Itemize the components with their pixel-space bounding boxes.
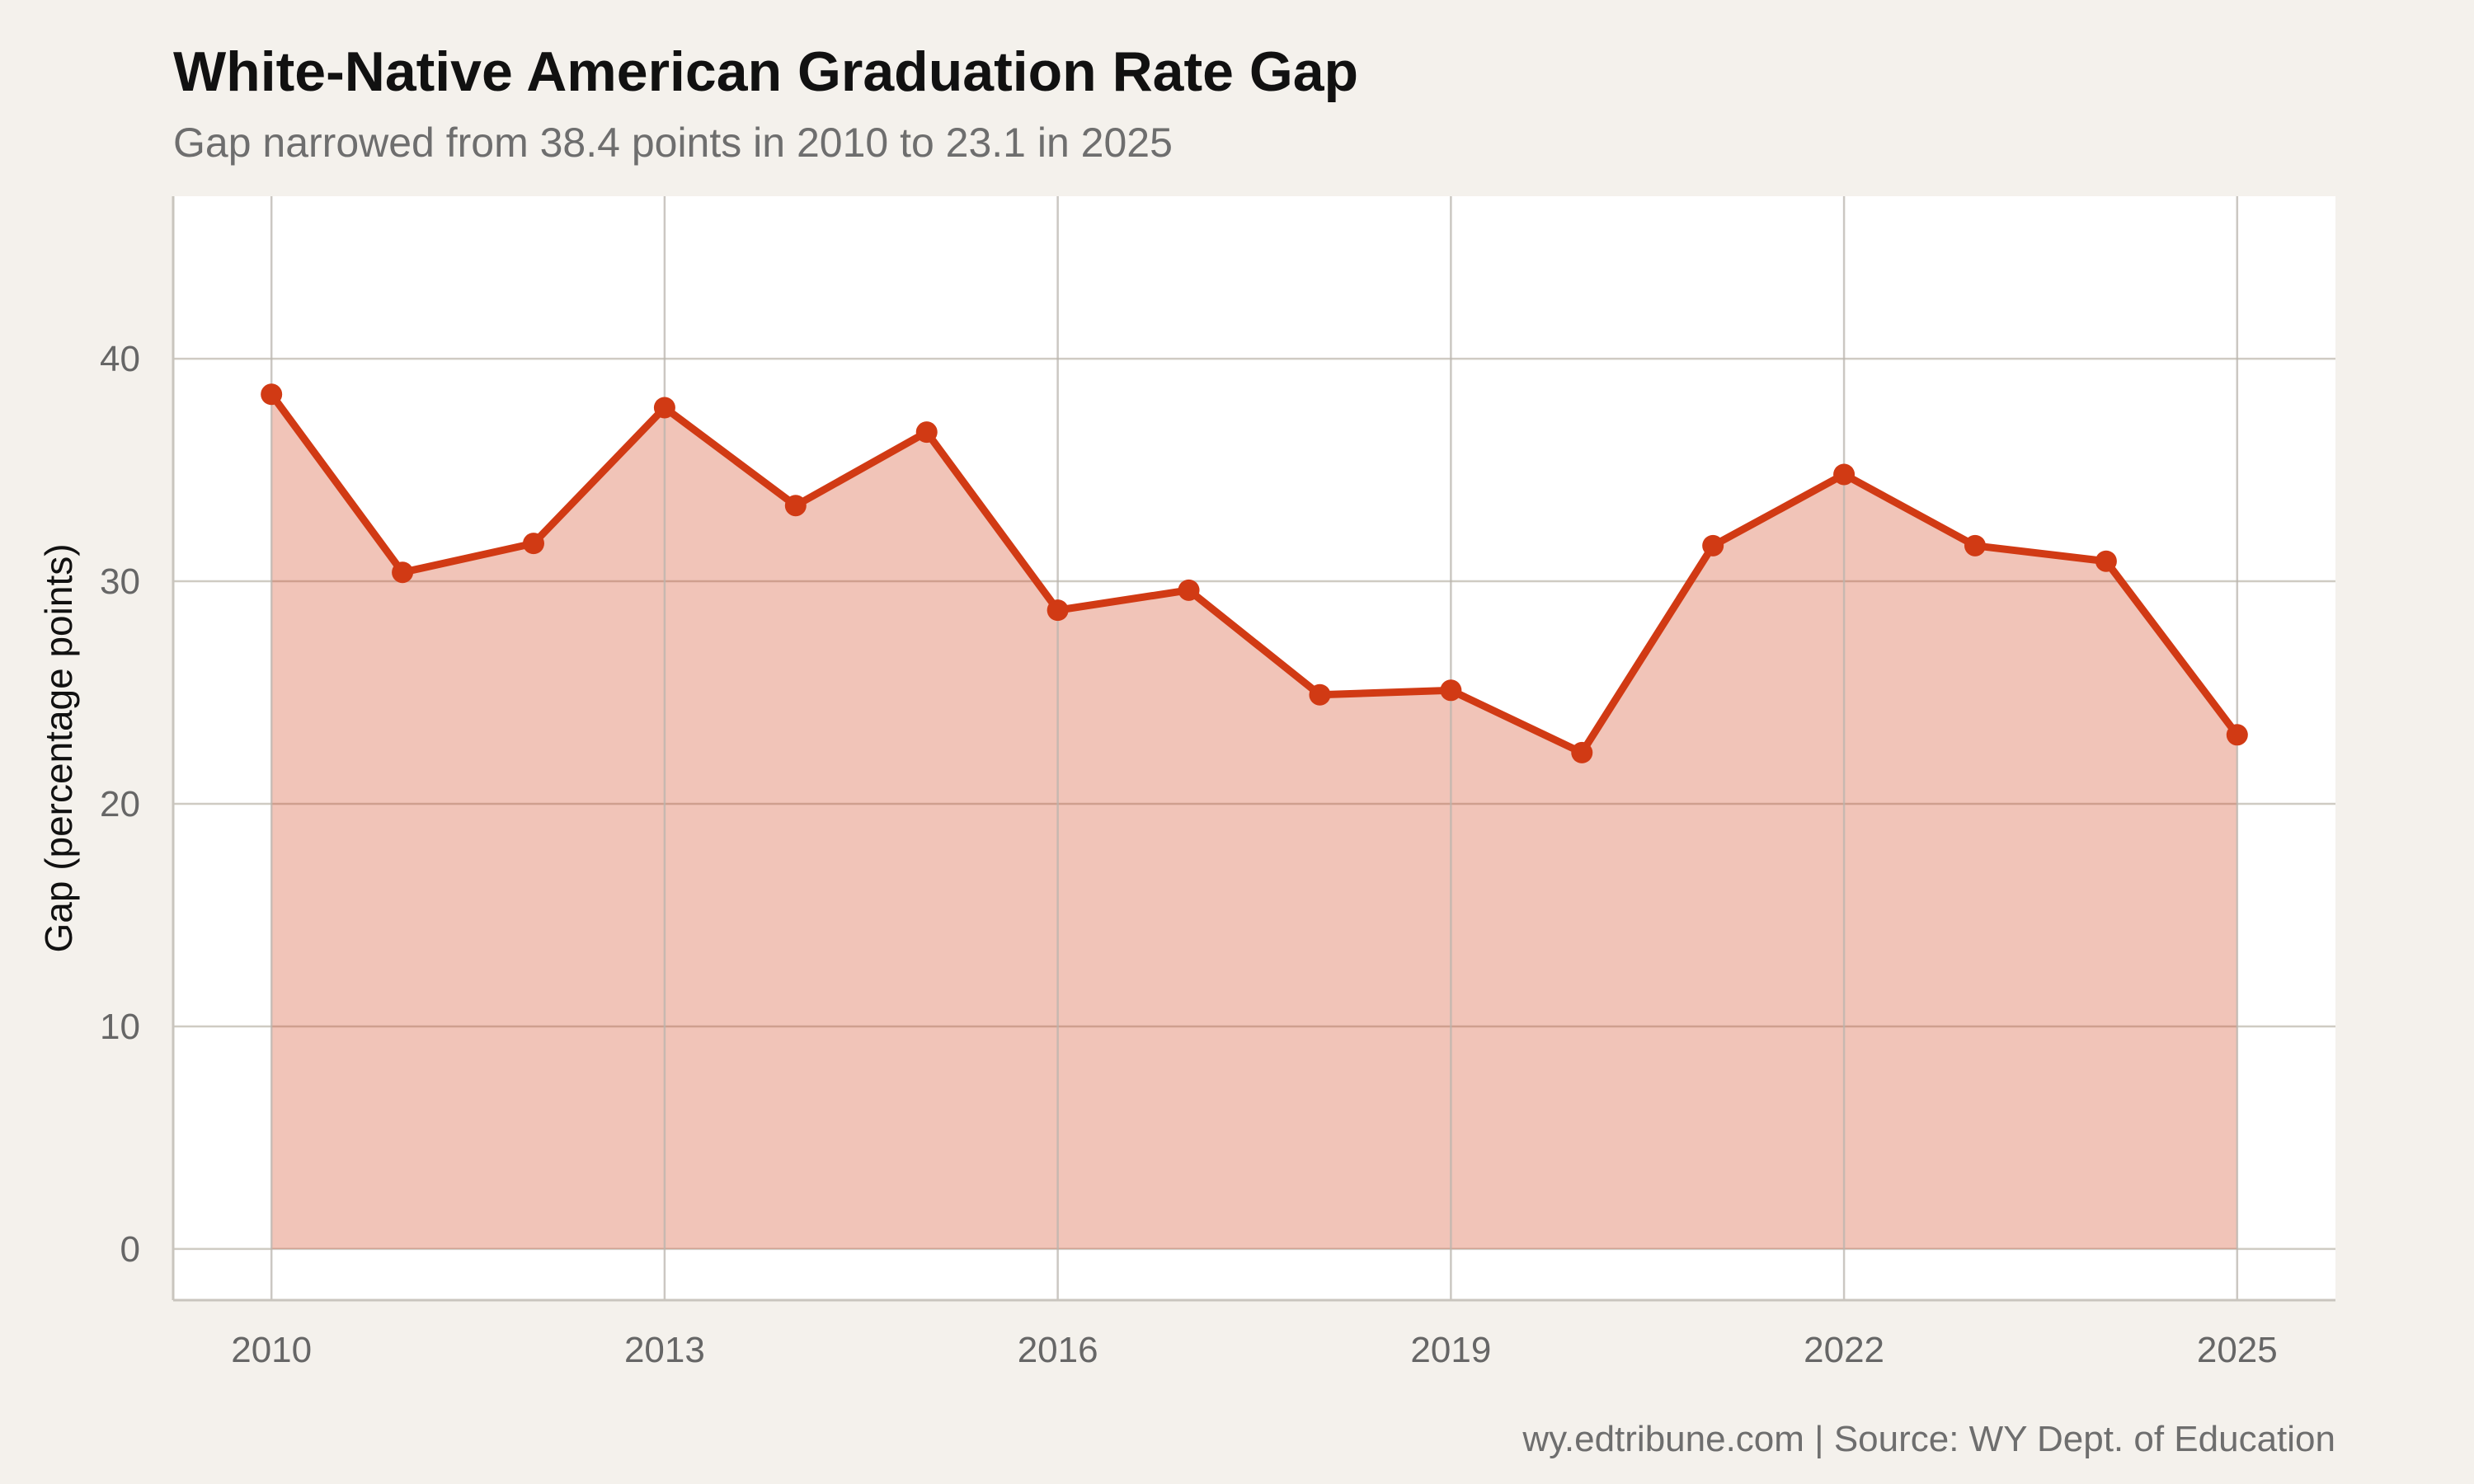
data-point-2014 <box>784 495 807 517</box>
y-tick-label-40: 40 <box>100 339 140 379</box>
data-point-2012 <box>523 533 544 555</box>
data-point-2019 <box>1440 679 1462 702</box>
chart-subtitle: Gap narrowed from 38.4 points in 2010 to… <box>173 120 1173 166</box>
data-point-2020 <box>1571 741 1593 763</box>
data-point-2022 <box>1833 463 1856 486</box>
y-tick-labels: 0 10 20 30 40 <box>100 339 140 1270</box>
data-point-2018 <box>1309 683 1331 706</box>
data-point-2011 <box>392 561 414 584</box>
x-tick-label-2016: 2016 <box>1018 1330 1098 1370</box>
chart-title: White-Native American Graduation Rate Ga… <box>173 40 1358 103</box>
y-tick-label-30: 30 <box>100 561 140 602</box>
x-tick-label-2025: 2025 <box>2197 1330 2278 1370</box>
x-tick-label-2019: 2019 <box>1410 1330 1491 1370</box>
y-tick-label-0: 0 <box>120 1229 140 1270</box>
y-tick-label-10: 10 <box>100 1007 140 1047</box>
y-axis-label: Gap (percentage points) <box>37 543 80 952</box>
plot-panel <box>173 196 2335 1300</box>
series-line <box>267 390 2241 757</box>
axes <box>172 196 2335 1302</box>
data-point-2024 <box>2095 550 2117 572</box>
x-tick-label-2013: 2013 <box>624 1330 705 1370</box>
data-point-2017 <box>1178 579 1200 601</box>
x-tick-label-2022: 2022 <box>1804 1330 1884 1370</box>
x-tick-label-2010: 2010 <box>231 1330 312 1370</box>
vertical-grid-lines <box>270 196 2239 1300</box>
data-point-2025 <box>2226 724 2248 746</box>
area-fill <box>271 394 2237 1249</box>
data-point-2016 <box>1047 599 1069 622</box>
data-point-2015 <box>915 421 938 444</box>
y-tick-label-20: 20 <box>100 784 140 824</box>
x-tick-labels: 2010 2013 2016 2019 2022 2025 <box>231 1330 2278 1370</box>
data-point-2010 <box>261 383 283 406</box>
data-point-2023 <box>1964 534 1986 556</box>
data-point-2021 <box>1702 534 1724 556</box>
data-point-2013 <box>653 397 675 419</box>
chart-caption: wy.edtribune.com | Source: WY Dept. of E… <box>1522 1419 2335 1459</box>
grid-lines <box>173 357 2335 1251</box>
data-points <box>261 383 2248 763</box>
